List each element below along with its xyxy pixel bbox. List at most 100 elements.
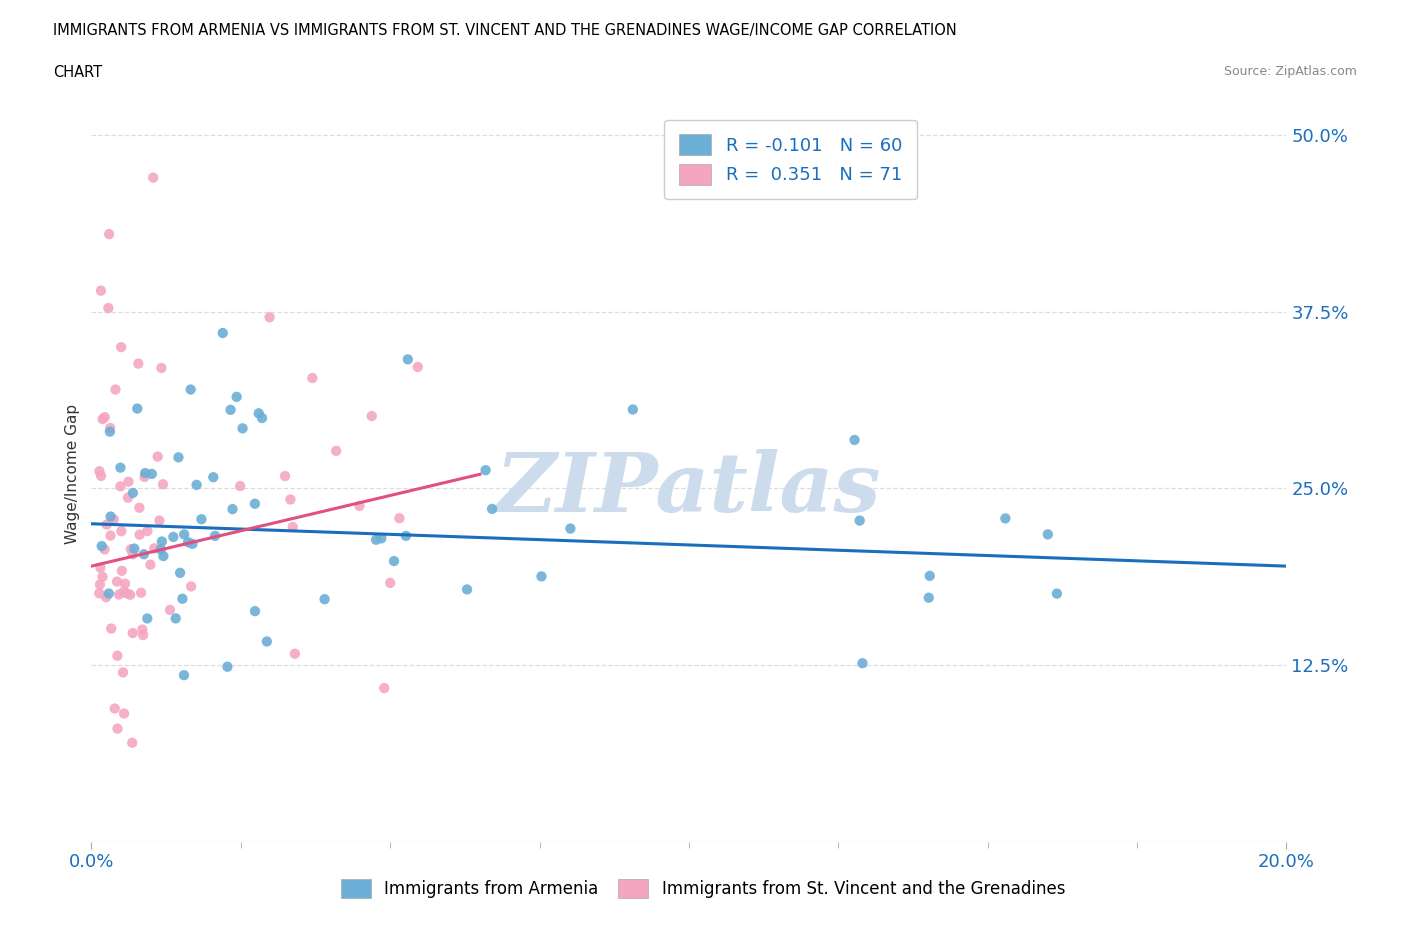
Point: [131, 622, 153, 637]
Point: [127, 356, 149, 371]
Point: [100, 528, 122, 543]
Point: [169, 565, 191, 580]
Point: [314, 591, 336, 606]
Point: [98, 424, 121, 439]
Point: [250, 411, 273, 426]
Point: [994, 511, 1017, 525]
Point: [112, 665, 135, 680]
Point: [456, 582, 478, 597]
Point: [274, 469, 297, 484]
Point: [918, 568, 941, 583]
Point: [173, 668, 195, 683]
Point: [152, 477, 174, 492]
Point: [396, 352, 419, 366]
Point: [128, 500, 150, 515]
Point: [89, 586, 111, 601]
Point: [121, 547, 143, 562]
Point: [139, 557, 162, 572]
Point: [128, 527, 150, 542]
Point: [217, 659, 239, 674]
Point: [120, 542, 142, 557]
Point: [141, 467, 163, 482]
Point: [93, 542, 115, 557]
Text: ZIPatlas: ZIPatlas: [496, 449, 882, 529]
Point: [96, 517, 118, 532]
Point: [172, 591, 194, 606]
Point: [560, 521, 582, 536]
Point: [301, 371, 323, 386]
Text: CHART: CHART: [53, 65, 103, 80]
Point: [202, 470, 225, 485]
Point: [114, 577, 136, 591]
Point: [851, 656, 873, 671]
Point: [256, 634, 278, 649]
Point: [150, 534, 173, 549]
Point: [91, 569, 114, 584]
Point: [104, 382, 127, 397]
Point: [180, 382, 202, 397]
Point: [97, 300, 120, 315]
Point: [121, 626, 143, 641]
Point: [173, 527, 195, 542]
Point: [149, 542, 172, 557]
Point: [103, 512, 125, 527]
Point: [481, 501, 503, 516]
Point: [621, 402, 644, 417]
Point: [136, 524, 159, 538]
Point: [247, 405, 270, 420]
Point: [121, 485, 143, 500]
Point: [243, 604, 266, 618]
Y-axis label: Wage/Income Gap: Wage/Income Gap: [65, 405, 80, 544]
Point: [165, 611, 187, 626]
Point: [117, 490, 139, 505]
Point: [110, 460, 132, 475]
Point: [98, 420, 121, 435]
Point: [108, 587, 131, 602]
Point: [120, 588, 142, 603]
Point: [177, 535, 200, 550]
Point: [97, 586, 120, 601]
Point: [167, 450, 190, 465]
Point: [366, 532, 388, 547]
Point: [186, 477, 208, 492]
Point: [89, 578, 111, 592]
Point: [159, 603, 181, 618]
Point: [325, 444, 347, 458]
Point: [132, 547, 155, 562]
Point: [370, 531, 392, 546]
Point: [136, 611, 159, 626]
Point: [90, 469, 112, 484]
Point: [100, 509, 122, 524]
Point: [380, 576, 402, 591]
Point: [1036, 527, 1059, 542]
Point: [127, 401, 149, 416]
Point: [98, 227, 121, 242]
Point: [89, 560, 111, 575]
Point: [211, 326, 233, 340]
Legend: R = -0.101   N = 60, R =  0.351   N = 71: R = -0.101 N = 60, R = 0.351 N = 71: [665, 120, 917, 199]
Point: [90, 284, 112, 299]
Point: [129, 585, 152, 600]
Point: [395, 528, 418, 543]
Text: IMMIGRANTS FROM ARMENIA VS IMMIGRANTS FROM ST. VINCENT AND THE GRENADINES WAGE/I: IMMIGRANTS FROM ARMENIA VS IMMIGRANTS FR…: [53, 23, 957, 38]
Point: [204, 528, 226, 543]
Point: [243, 497, 266, 512]
Point: [148, 513, 170, 528]
Point: [134, 466, 156, 481]
Point: [474, 463, 496, 478]
Point: [121, 736, 143, 751]
Point: [111, 564, 134, 578]
Point: [124, 541, 146, 556]
Point: [100, 621, 122, 636]
Point: [181, 537, 204, 551]
Point: [918, 591, 941, 605]
Point: [162, 529, 184, 544]
Point: [530, 569, 553, 584]
Point: [94, 590, 117, 604]
Point: [373, 681, 395, 696]
Point: [90, 538, 112, 553]
Point: [93, 410, 115, 425]
Point: [232, 421, 254, 436]
Point: [848, 513, 870, 528]
Point: [281, 520, 304, 535]
